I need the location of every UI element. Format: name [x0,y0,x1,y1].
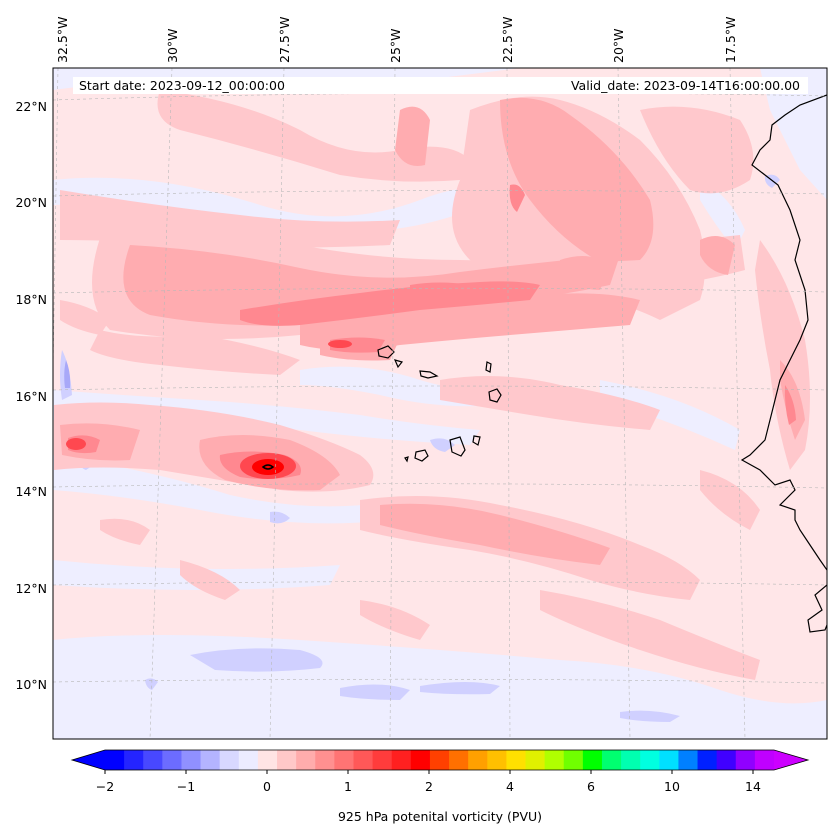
colorbar-under-arrow [72,750,105,770]
low-pv-patches [53,68,827,739]
lat-label: 18°N [15,292,47,307]
colorbar-segment [735,750,756,770]
colorbar-segment [219,750,240,770]
colorbar-segment [181,750,202,770]
colorbar-segment [525,750,546,770]
valid-date-text: Valid_date: 2023-09-14T16:00:00.00 [571,78,800,93]
colorbar-segment [468,750,488,770]
colorbar-segment [716,750,737,770]
colorbar-segment [563,750,584,770]
start-date-text: Start date: 2023-09-12_00:00:00 [79,78,285,93]
lon-label: 22.5°W [500,17,515,63]
colorbar: −2 −1 0 1 2 4 6 10 14 925 hPa potenital … [70,749,810,824]
colorbar-segment [334,750,354,770]
colorbar-title: 925 hPa potenital vorticity (PVU) [338,809,542,824]
colorbar-segment [296,750,316,770]
colorbar-segment [277,750,297,770]
lon-label: 20°W [611,28,626,63]
colorbar-segment [124,750,144,770]
lat-label: 12°N [15,581,47,596]
lon-label: 25°W [388,28,403,63]
pv-field [53,68,827,739]
colorbar-segment [105,750,125,770]
colorbar-tick-label: 6 [587,779,595,794]
info-box [73,77,808,94]
colorbar-segment [582,750,603,770]
colorbar-segment [143,750,163,770]
colorbar-segment [601,750,622,770]
coastline [740,94,827,633]
lon-label: 32.5°W [55,17,70,63]
lat-label: 10°N [15,677,47,692]
colorbar-segment [391,750,412,770]
colorbar-segment [200,750,221,770]
colorbar-segment [449,750,469,770]
colorbar-segment [372,750,393,770]
colorbar-segment [487,750,507,770]
colorbar-segment [162,750,182,770]
colorbar-segment [410,750,431,770]
colorbar-tick-label: −2 [96,779,114,794]
lon-label: 30°W [165,28,180,63]
lat-label: 14°N [15,484,47,499]
lat-label: 16°N [15,389,47,404]
colorbar-segment [257,750,278,770]
colorbar-tick-label: 4 [506,779,514,794]
colorbar-tick-label: 14 [745,779,761,794]
colorbar-segment [754,750,775,770]
colorbar-tick-label: 0 [263,779,271,794]
colorbar-segment [659,750,679,770]
colorbar-ticks [104,770,754,774]
longitude-labels: 32.5°W 30°W 27.5°W 25°W 22.5°W 20°W 17.5… [55,17,738,63]
colorbar-segment [697,750,718,770]
colorbar-tick-label: 10 [664,779,680,794]
pv-band-pink [60,97,805,565]
colorbar-segment [544,750,565,770]
colorbar-over-arrow [774,750,808,770]
colorbar-segment [353,750,374,770]
colorbar-tick-label: −1 [177,779,195,794]
colorbar-segment [640,750,660,770]
colorbar-segments [105,750,775,770]
colorbar-tick-label: 2 [425,779,433,794]
pv-maximum [66,340,352,479]
gridlines [53,68,827,739]
cape-verde-islands [377,345,502,463]
colorbar-tick-label: 1 [344,779,352,794]
lat-label: 20°N [15,195,47,210]
lat-label: 22°N [15,99,47,114]
colorbar-segment [315,750,335,770]
colorbar-segment [238,750,259,770]
colorbar-segment [621,750,641,770]
colorbar-segment [506,750,527,770]
map-frame [52,67,828,740]
colorbar-segment [429,750,450,770]
colorbar-segment [678,750,699,770]
latitude-labels: 22°N 20°N 18°N 16°N 14°N 12°N 10°N [15,99,47,692]
lon-label: 17.5°W [723,17,738,63]
lon-label: 27.5°W [277,17,292,63]
